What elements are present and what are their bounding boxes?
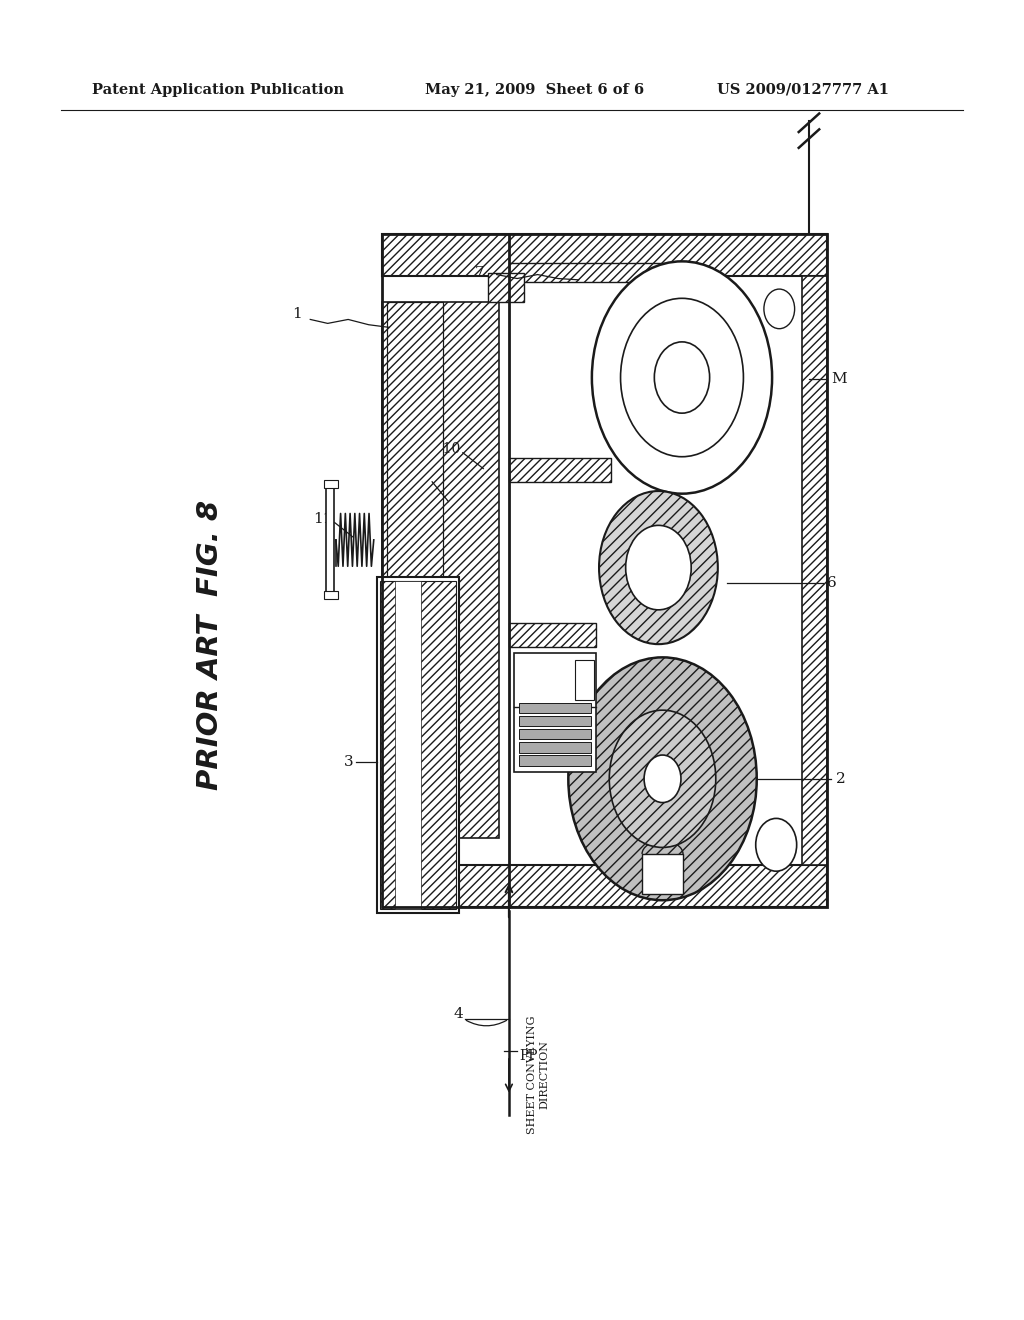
Circle shape xyxy=(756,818,797,871)
Text: SHEET CONVEYING
DIRECTION: SHEET CONVEYING DIRECTION xyxy=(527,1015,549,1134)
Bar xyxy=(519,742,591,752)
Text: Patent Application Publication: Patent Application Publication xyxy=(92,83,344,96)
Bar xyxy=(488,273,524,302)
Bar xyxy=(519,755,591,766)
Bar xyxy=(387,302,443,838)
Text: 11: 11 xyxy=(313,512,333,525)
Bar xyxy=(514,653,596,772)
Circle shape xyxy=(626,525,691,610)
Bar xyxy=(382,865,827,907)
Circle shape xyxy=(609,710,716,847)
Text: ~12: ~12 xyxy=(400,471,430,484)
FancyArrowPatch shape xyxy=(466,1020,507,1026)
Bar xyxy=(802,276,827,865)
Circle shape xyxy=(592,261,772,494)
Bar xyxy=(382,302,499,838)
Bar xyxy=(377,577,459,913)
Bar xyxy=(395,581,421,909)
Bar xyxy=(326,487,334,593)
Text: M: M xyxy=(831,372,847,385)
Text: FIG. 8: FIG. 8 xyxy=(196,500,224,595)
Text: 3: 3 xyxy=(344,755,353,768)
Bar xyxy=(324,591,338,599)
Text: 2: 2 xyxy=(836,772,846,785)
Bar xyxy=(387,302,443,838)
Text: 7: 7 xyxy=(475,267,484,280)
Text: 6: 6 xyxy=(827,577,838,590)
Bar xyxy=(382,234,827,907)
Circle shape xyxy=(764,289,795,329)
Text: PP: PP xyxy=(519,1049,538,1063)
Bar xyxy=(575,660,594,701)
Circle shape xyxy=(599,491,718,644)
Text: May 21, 2009  Sheet 6 of 6: May 21, 2009 Sheet 6 of 6 xyxy=(425,83,644,96)
Bar xyxy=(519,704,591,713)
Text: ~10: ~10 xyxy=(431,442,461,455)
Circle shape xyxy=(568,657,757,900)
Text: PRIOR ART: PRIOR ART xyxy=(196,615,224,789)
Circle shape xyxy=(644,755,681,803)
Text: 4: 4 xyxy=(453,1007,463,1020)
Bar xyxy=(509,623,596,647)
Bar xyxy=(324,480,338,488)
Text: 1: 1 xyxy=(292,308,302,321)
Bar xyxy=(519,715,591,726)
Text: US 2009/0127777 A1: US 2009/0127777 A1 xyxy=(717,83,889,96)
Bar xyxy=(519,729,591,739)
Bar xyxy=(380,581,456,909)
Bar xyxy=(642,854,683,894)
Bar xyxy=(509,263,677,282)
Bar xyxy=(509,458,611,482)
Bar xyxy=(382,234,827,276)
Circle shape xyxy=(654,342,710,413)
Circle shape xyxy=(621,298,743,457)
